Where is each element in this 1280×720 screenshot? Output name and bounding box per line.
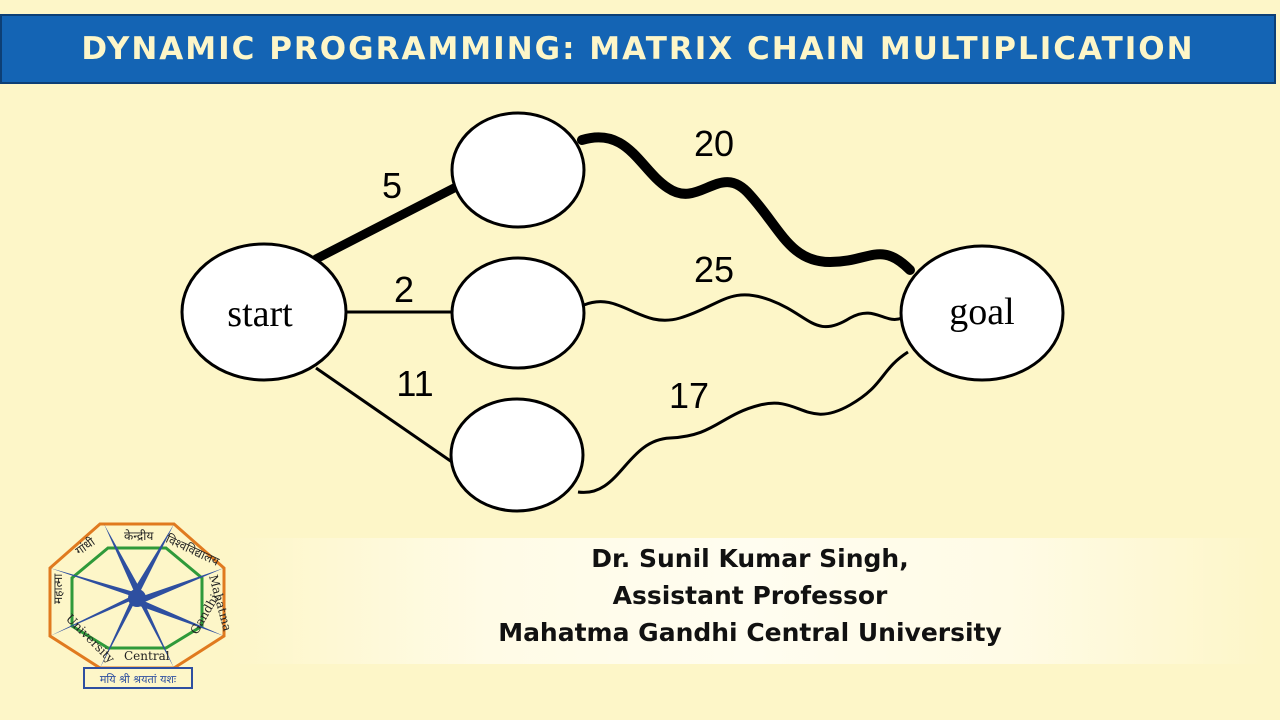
weight-top-goal: 20 [694, 123, 734, 164]
author-credits: Dr. Sunil Kumar Singh, Assistant Profess… [460, 540, 1040, 651]
weight-start-bottom: 11 [396, 363, 433, 404]
logo-ring-en-3: Central [124, 649, 170, 663]
logo-star-icon [50, 524, 224, 668]
author-institution: Mahatma Gandhi Central University [498, 618, 1002, 647]
weight-start-top: 5 [382, 165, 402, 206]
edge-start-bottom [315, 366, 453, 464]
author-name: Dr. Sunil Kumar Singh, [591, 544, 909, 573]
node-start [180, 242, 348, 382]
node-bottom [449, 397, 585, 513]
node-mid [450, 256, 586, 370]
weight-bottom-goal: 17 [669, 375, 709, 416]
weight-mid-goal: 25 [694, 249, 734, 290]
logo-motto-banner [83, 667, 193, 689]
author-designation: Assistant Professor [612, 581, 888, 610]
logo-motto: मयि श्री श्रयतां यशः [100, 673, 177, 686]
logo-inner-octagon [70, 546, 204, 650]
page-title: DYNAMIC PROGRAMMING: MATRIX CHAIN MULTIP… [81, 31, 1195, 67]
node-start-label: start [227, 293, 293, 335]
footer-band [228, 538, 1268, 664]
node-goal [899, 244, 1065, 382]
university-logo: केन्द्रीय विश्वविद्यालय गांधी महात्मा Ma… [48, 522, 230, 689]
node-top [450, 111, 586, 229]
edge-mid-goal [583, 293, 903, 329]
weight-start-mid: 2 [394, 269, 414, 310]
edge-bottom-goal [577, 350, 909, 494]
node-goal-label: goal [949, 291, 1014, 333]
logo-ring-hindi-4: महात्मा [51, 573, 65, 604]
logo-ring-hindi-1: केन्द्रीय [124, 529, 154, 543]
edge-start-top [311, 181, 463, 264]
title-bar: DYNAMIC PROGRAMMING: MATRIX CHAIN MULTIP… [0, 14, 1276, 84]
edge-top-goal [577, 132, 915, 275]
